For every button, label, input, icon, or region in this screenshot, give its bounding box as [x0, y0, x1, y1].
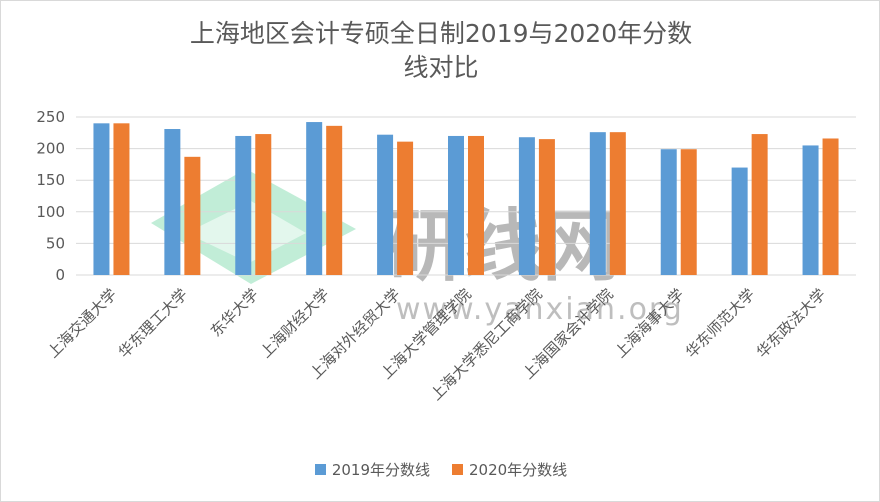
- chart-title-line2: 线对比: [403, 53, 479, 82]
- bar-2020-6: [538, 139, 555, 275]
- x-tick-label-0: 上海交通大学: [44, 285, 120, 361]
- y-tick-label-0: 0: [55, 266, 65, 284]
- bar-2019-2: [235, 135, 252, 275]
- bar-2020-3: [326, 125, 343, 276]
- bar-2019-9: [731, 167, 748, 275]
- legend-label-2020: 2020年分数线: [469, 461, 568, 479]
- bar-2019-5: [448, 135, 464, 275]
- y-tick-label-250: 250: [36, 108, 65, 126]
- x-tick-label-2: 东华大学: [207, 285, 262, 340]
- bar-2020-4: [397, 141, 414, 275]
- bar-2020-8: [680, 149, 697, 275]
- legend-swatch-2019: [314, 464, 326, 475]
- x-tick-label-9: 华东师范大学: [682, 285, 758, 361]
- bar-2019-8: [660, 149, 677, 275]
- y-tick-label-50: 50: [46, 234, 65, 252]
- legend-item-2019: 2019年分数线: [314, 459, 430, 480]
- y-tick-label-200: 200: [36, 140, 65, 158]
- chart-title-line1: 上海地区会计专硕全日制2019与2020年分数: [189, 19, 693, 48]
- legend-item-2020: 2020年分数线: [452, 459, 567, 480]
- bar-2019-6: [518, 137, 535, 275]
- bar-2020-2: [255, 134, 272, 275]
- y-tick-label-100: 100: [36, 203, 65, 221]
- y-tick-label-150: 150: [36, 171, 65, 189]
- x-tick-label-10: 华东政法大学: [753, 285, 829, 361]
- bar-2019-1: [164, 129, 181, 275]
- x-tick-label-1: 华东理工大学: [115, 285, 191, 361]
- bar-2019-4: [377, 134, 394, 275]
- bar-2020-0: [113, 123, 130, 275]
- bar-2019-0: [93, 123, 110, 275]
- bar-2020-5: [468, 135, 484, 275]
- watermark-text: 研线网: [386, 202, 620, 292]
- bar-2020-1: [184, 156, 201, 275]
- bar-2020-9: [751, 134, 768, 275]
- bar-2020-7: [609, 132, 626, 275]
- legend: 2019年分数线 2020年分数线: [1, 459, 880, 480]
- bar-2020-10: [822, 138, 839, 275]
- bar-chart: 研线网www.yanxian.org050100150200250上海交通大学华…: [36, 108, 856, 404]
- bar-2019-3: [306, 122, 323, 275]
- legend-swatch-2020: [452, 464, 463, 475]
- x-tick-label-3: 上海财经大学: [257, 285, 333, 361]
- bar-2019-10: [802, 145, 819, 275]
- bar-2019-7: [589, 132, 606, 275]
- legend-label-2019: 2019年分数线: [331, 461, 430, 479]
- watermark-url: www.yanxian.org: [396, 292, 684, 327]
